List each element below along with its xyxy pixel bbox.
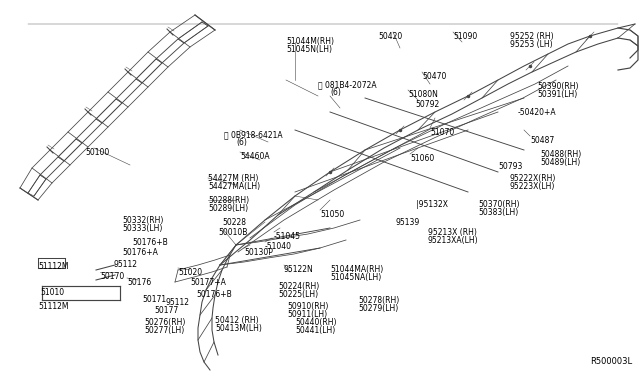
Text: 50489(LH): 50489(LH) [540, 158, 580, 167]
Text: 50176+A: 50176+A [122, 248, 158, 257]
Text: 50278(RH): 50278(RH) [358, 296, 399, 305]
Text: 50176: 50176 [127, 278, 151, 287]
Text: 50171: 50171 [142, 295, 166, 304]
Text: 50793: 50793 [498, 162, 522, 171]
Text: 50177+A: 50177+A [190, 278, 226, 287]
Text: 50440(RH): 50440(RH) [295, 318, 337, 327]
Text: 51020: 51020 [178, 268, 202, 277]
Text: 51045N(LH): 51045N(LH) [286, 45, 332, 54]
Text: 95252 (RH): 95252 (RH) [510, 32, 554, 41]
Text: 50225(LH): 50225(LH) [278, 290, 318, 299]
Text: -51040: -51040 [265, 242, 292, 251]
Text: 50412 (RH): 50412 (RH) [215, 316, 259, 325]
Text: 54460A: 54460A [240, 152, 269, 161]
Text: 50441(LH): 50441(LH) [295, 326, 335, 335]
Text: 50288(RH): 50288(RH) [208, 196, 249, 205]
Text: 50420: 50420 [378, 32, 403, 41]
Text: 50279(LH): 50279(LH) [358, 304, 398, 313]
Text: 50487: 50487 [530, 136, 554, 145]
Text: 50413M(LH): 50413M(LH) [215, 324, 262, 333]
Text: 50370(RH): 50370(RH) [478, 200, 520, 209]
Text: 51112M: 51112M [38, 302, 68, 311]
Text: R500003L: R500003L [590, 357, 632, 366]
Text: 54427MA(LH): 54427MA(LH) [208, 182, 260, 191]
Text: 50910(RH): 50910(RH) [287, 302, 328, 311]
Text: 50289(LH): 50289(LH) [208, 204, 248, 213]
Text: 50100: 50100 [85, 148, 109, 157]
Text: 50130P: 50130P [244, 248, 273, 257]
Text: 51050: 51050 [320, 210, 344, 219]
Text: 95213X (RH): 95213X (RH) [428, 228, 477, 237]
Text: 50170: 50170 [100, 272, 124, 281]
Text: (6): (6) [236, 138, 247, 147]
Text: 51045NA(LH): 51045NA(LH) [330, 273, 381, 282]
Text: Ⓝ 0B918-6421A: Ⓝ 0B918-6421A [224, 130, 283, 139]
Text: 95223X(LH): 95223X(LH) [510, 182, 556, 191]
Text: 51090: 51090 [453, 32, 477, 41]
Text: 51080N: 51080N [408, 90, 438, 99]
Text: 50332(RH): 50332(RH) [122, 216, 163, 225]
Text: 95112: 95112 [166, 298, 190, 307]
Text: 51010: 51010 [40, 288, 64, 297]
Text: 50792: 50792 [415, 100, 439, 109]
Text: 50010B: 50010B [218, 228, 248, 237]
Text: 50488(RH): 50488(RH) [540, 150, 581, 159]
Text: 50911(LH): 50911(LH) [287, 310, 327, 319]
Text: 95139: 95139 [396, 218, 420, 227]
Text: 51112M: 51112M [38, 262, 68, 271]
Text: 50176+B: 50176+B [196, 290, 232, 299]
Text: 95213XA(LH): 95213XA(LH) [428, 236, 479, 245]
Text: -50420+A: -50420+A [518, 108, 557, 117]
Text: 50383(LH): 50383(LH) [478, 208, 518, 217]
Text: 51044M(RH): 51044M(RH) [286, 37, 334, 46]
Text: 50390(RH): 50390(RH) [537, 82, 579, 91]
Text: -51045: -51045 [274, 232, 301, 241]
Text: 50277(LH): 50277(LH) [144, 326, 184, 335]
Text: 50177: 50177 [154, 306, 179, 315]
Text: (6): (6) [330, 88, 341, 97]
Text: 50391(LH): 50391(LH) [537, 90, 577, 99]
Text: 51060: 51060 [410, 154, 435, 163]
Text: 50276(RH): 50276(RH) [144, 318, 186, 327]
Text: 95253 (LH): 95253 (LH) [510, 40, 552, 49]
Text: 51070: 51070 [430, 128, 454, 137]
Text: 50228: 50228 [222, 218, 246, 227]
Text: Ⓑ 081B4-2072A: Ⓑ 081B4-2072A [318, 80, 376, 89]
Text: 95122N: 95122N [284, 265, 314, 274]
Text: 50176+B: 50176+B [132, 238, 168, 247]
Text: 50470: 50470 [422, 72, 446, 81]
Text: |95132X: |95132X [416, 200, 448, 209]
Text: 95112: 95112 [114, 260, 138, 269]
Text: 50333(LH): 50333(LH) [122, 224, 163, 233]
Text: 51044MA(RH): 51044MA(RH) [330, 265, 383, 274]
Text: 54427M (RH): 54427M (RH) [208, 174, 259, 183]
Text: 50224(RH): 50224(RH) [278, 282, 319, 291]
Text: 95222X(RH): 95222X(RH) [510, 174, 556, 183]
